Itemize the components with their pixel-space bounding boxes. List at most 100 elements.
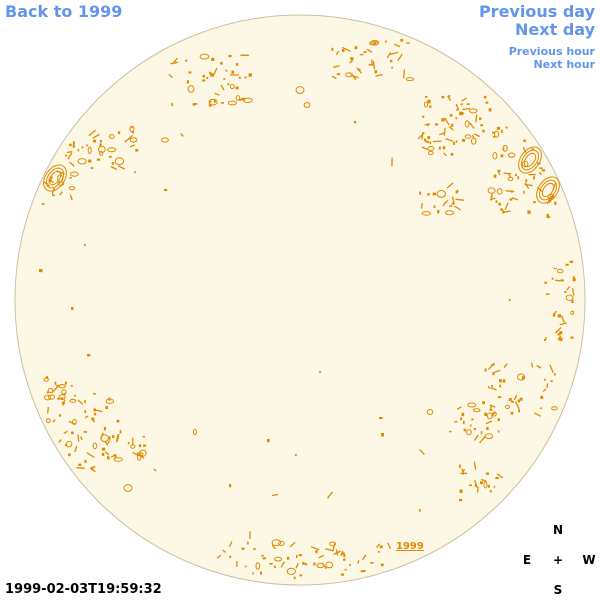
magnetic-feature [99,151,104,156]
magnetic-feature [518,409,520,413]
magnetic-feature [370,39,380,46]
magnetic-feature [103,426,106,431]
magnetic-feature [117,131,121,135]
region-marker-label[interactable]: 1999 [396,541,424,552]
magnetic-feature [471,134,475,139]
magnetic-feature [71,307,74,310]
magnetic-feature [466,429,472,436]
magnetic-feature [494,369,501,373]
magnetic-feature [380,563,384,567]
magnetic-feature [229,484,232,488]
magnetic-feature [495,477,499,480]
magnetic-feature [216,554,222,559]
magnetic-feature [57,397,60,400]
magnetic-feature [92,133,100,139]
previous-hour-link[interactable]: Previous hour [508,45,595,58]
magnetic-feature [533,176,535,180]
magnetic-feature [492,152,498,160]
magnetic-feature [521,376,525,380]
magnetic-feature [405,77,415,82]
magnetic-feature [100,139,102,143]
magnetic-feature [164,189,168,192]
magnetic-feature [503,210,511,213]
magnetic-feature [377,551,381,553]
magnetic-feature [244,565,247,568]
magnetic-feature [427,123,429,127]
magnetic-feature [503,172,512,175]
magnetic-feature [454,205,462,211]
next-hour-link[interactable]: Next hour [533,58,596,71]
magnetic-feature [74,445,78,453]
magnetic-feature [229,555,232,558]
magnetic-feature [427,193,430,196]
magnetic-feature [488,108,492,112]
magnetic-feature [202,74,205,78]
magnetic-feature [60,397,64,400]
magnetic-feature [385,40,387,43]
magnetic-feature [274,556,283,562]
magnetic-feature [93,393,96,395]
back-to-year-link[interactable]: Back to 1999 [5,2,123,21]
magnetic-feature [119,430,122,434]
magnetic-feature [466,103,470,105]
magnetic-feature [137,453,142,461]
magnetic-feature [448,125,454,131]
magnetic-feature [423,101,429,108]
magnetic-feature [460,103,463,105]
magnetic-feature [336,73,341,76]
magnetic-feature [540,395,544,399]
magnetic-feature [491,364,495,366]
magnetic-feature [349,564,351,566]
magnetic-feature [470,424,472,427]
magnetic-feature [553,313,556,317]
magnetic-feature [107,456,110,460]
magnetic-feature [455,190,458,194]
magnetic-feature [280,561,286,568]
previous-day-link[interactable]: Previous day [478,2,595,21]
magnetic-feature [508,174,511,178]
magnetic-feature [80,436,83,441]
magnetic-feature [223,78,226,80]
magnetic-feature [349,60,353,64]
magnetic-feature [479,435,486,444]
magnetic-feature [273,565,276,568]
magnetic-feature [571,299,574,303]
magnetic-feature [193,428,197,436]
magnetic-feature [480,124,484,127]
magnetic-feature [482,401,485,405]
magnetic-feature [185,59,188,62]
magnetic-feature [49,176,53,179]
magnetic-feature [61,402,65,405]
magnetic-feature [522,146,527,153]
magnetic-feature [335,549,339,556]
magnetic-feature [544,281,547,284]
magnetic-feature [48,178,52,183]
magnetic-feature [331,75,337,80]
magnetic-feature [495,200,498,203]
magnetic-feature [56,384,59,387]
magnetic-feature [496,127,501,130]
magnetic-feature [441,118,445,122]
magnetic-feature [554,279,561,282]
magnetic-feature [235,86,239,90]
next-day-link[interactable]: Next day [515,20,595,39]
magnetic-feature [366,48,373,53]
magnetic-feature [310,546,320,551]
magnetic-feature [511,197,518,201]
magnetic-feature [449,205,453,207]
magnetic-feature [45,418,51,424]
magnetic-feature [423,138,427,142]
magnetic-feature [503,363,508,369]
magnetic-feature [71,431,74,435]
magnetic-feature [436,190,446,198]
magnetic-feature [549,195,554,204]
magnetic-feature [289,541,296,548]
magnetic-feature [459,111,464,116]
magnetic-feature [463,428,466,432]
magnetic-feature [569,260,574,263]
magnetic-feature [86,144,89,147]
magnetic-feature [497,169,501,176]
magnetic-feature [84,415,89,419]
magnetic-feature [426,409,434,415]
magnetic-feature [485,101,489,104]
